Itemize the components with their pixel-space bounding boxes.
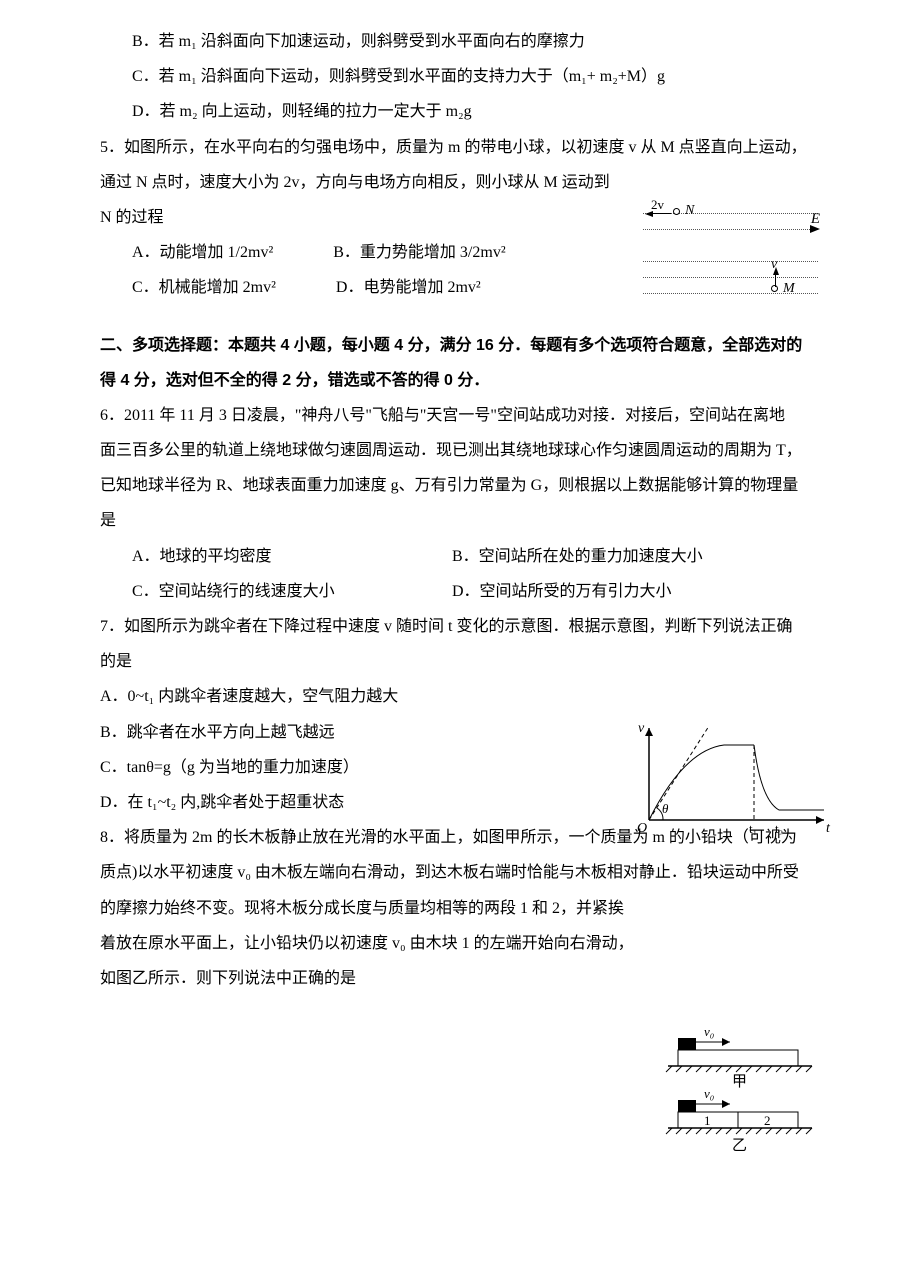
q7-figure: v t O θ t₁ t₂ — [629, 720, 834, 835]
q8-fig-label-1: 1 — [704, 1113, 711, 1128]
q6-option-b: B．空间站所在处的重力加速度大小 — [452, 539, 703, 574]
q5-option-c: C．机械能增加 2mv² — [132, 270, 276, 305]
q5-option-a: A．动能增加 1/2mv² — [132, 235, 273, 270]
q6-option-a: A．地球的平均密度 — [132, 539, 392, 574]
q6-stem-line3: 已知地球半径为 R、地球表面重力加速度 g、万有引力常量为 G，则根据以上数据能… — [100, 468, 820, 503]
q8-figure: v₀ 甲 v₀ 1 2 — [660, 1020, 820, 1170]
q5-option-b: B．重力势能增加 3/2mv² — [333, 235, 505, 270]
q6-options-row2: C．空间站绕行的线速度大小 D．空间站所受的万有引力大小 — [100, 574, 820, 609]
q4-option-d: D．若 m₂ 向上运动，则轻绳的拉力一定大于 m₂g — [100, 94, 820, 129]
q7-fig-label-t: t — [826, 821, 831, 835]
q6-option-c: C．空间站绕行的线速度大小 — [132, 574, 392, 609]
section2-title-line2: 得 4 分，选对但不全的得 2 分，错选或不答的得 0 分． — [100, 363, 820, 398]
q5-stem-line1: 5．如图所示，在水平向右的匀强电场中，质量为 m 的带电小球，以初速度 v 从 … — [100, 130, 820, 165]
q6-stem-line1: 6．2011 年 11 月 3 日凌晨，"神舟八号"飞船与"天宫一号"空间站成功… — [100, 398, 820, 433]
q8-fig-label-v0a: v₀ — [704, 1024, 714, 1039]
q5-figure: E N 2v M v — [643, 205, 818, 305]
q6-option-d: D．空间站所受的万有引力大小 — [452, 574, 672, 609]
q7-option-a: A．0~t₁ 内跳伞者速度越大，空气阻力越大 — [100, 679, 820, 714]
q8-fig-label-jia: 甲 — [732, 1074, 747, 1090]
q8-stem-line5: 如图乙所示．则下列说法中正确的是 — [100, 961, 820, 996]
q5-option-d: D．电势能增加 2mv² — [336, 270, 481, 305]
q8-stem-line3: 的摩擦力始终不变。现将木板分成长度与质量均相等的两段 1 和 2，并紧挨 — [100, 891, 820, 926]
q7-fig-label-t1: t₁ — [749, 821, 757, 835]
q8-fig-label-yi: 乙 — [732, 1138, 747, 1154]
q4-option-b: B．若 m₁ 沿斜面向下加速运动，则斜劈受到水平面向右的摩擦力 — [100, 24, 820, 59]
q8-stem-line2: 质点)以水平初速度 v₀ 由木板左端向右滑动，到达木板右端时恰能与木板相对静止．… — [100, 855, 820, 890]
q7-fig-label-theta: θ — [662, 801, 669, 816]
q8-fig-label-v0b: v₀ — [704, 1086, 714, 1101]
q6-options-row1: A．地球的平均密度 B．空间站所在处的重力加速度大小 — [100, 539, 820, 574]
q5-fig-label-N: N — [685, 203, 694, 219]
q7-stem-line2: 的是 — [100, 644, 820, 679]
q7-fig-label-t2: t₂ — [775, 821, 783, 835]
q8-stem-line4: 着放在原水平面上，让小铅块仍以初速度 v₀ 由木块 1 的左端开始向右滑动， — [100, 926, 820, 961]
q7-fig-label-v: v — [638, 721, 645, 736]
section2-title-line1: 二、多项选择题：本题共 4 小题，每小题 4 分，满分 16 分．每题有多个选项… — [100, 328, 820, 363]
q6-stem-line4: 是 — [100, 503, 820, 538]
q8-fig-label-2: 2 — [764, 1113, 771, 1128]
q7-fig-label-O: O — [637, 821, 647, 835]
q7-stem-line1: 7．如图所示为跳伞者在下降过程中速度 v 随时间 t 变化的示意图．根据示意图，… — [100, 609, 820, 644]
q4-option-c: C．若 m₁ 沿斜面向下运动，则斜劈受到水平面的支持力大于（m₁+ m₂+M）g — [100, 59, 820, 94]
q6-stem-line2: 面三百多公里的轨道上绕地球做匀速圆周运动．现已测出其绕地球球心作匀速圆周运动的周… — [100, 433, 820, 468]
q5-fig-label-E: E — [811, 211, 820, 228]
q5-fig-label-M: M — [783, 281, 795, 297]
q5-stem-line2: 通过 N 点时，速度大小为 2v，方向与电场方向相反，则小球从 M 运动到 — [100, 165, 820, 200]
